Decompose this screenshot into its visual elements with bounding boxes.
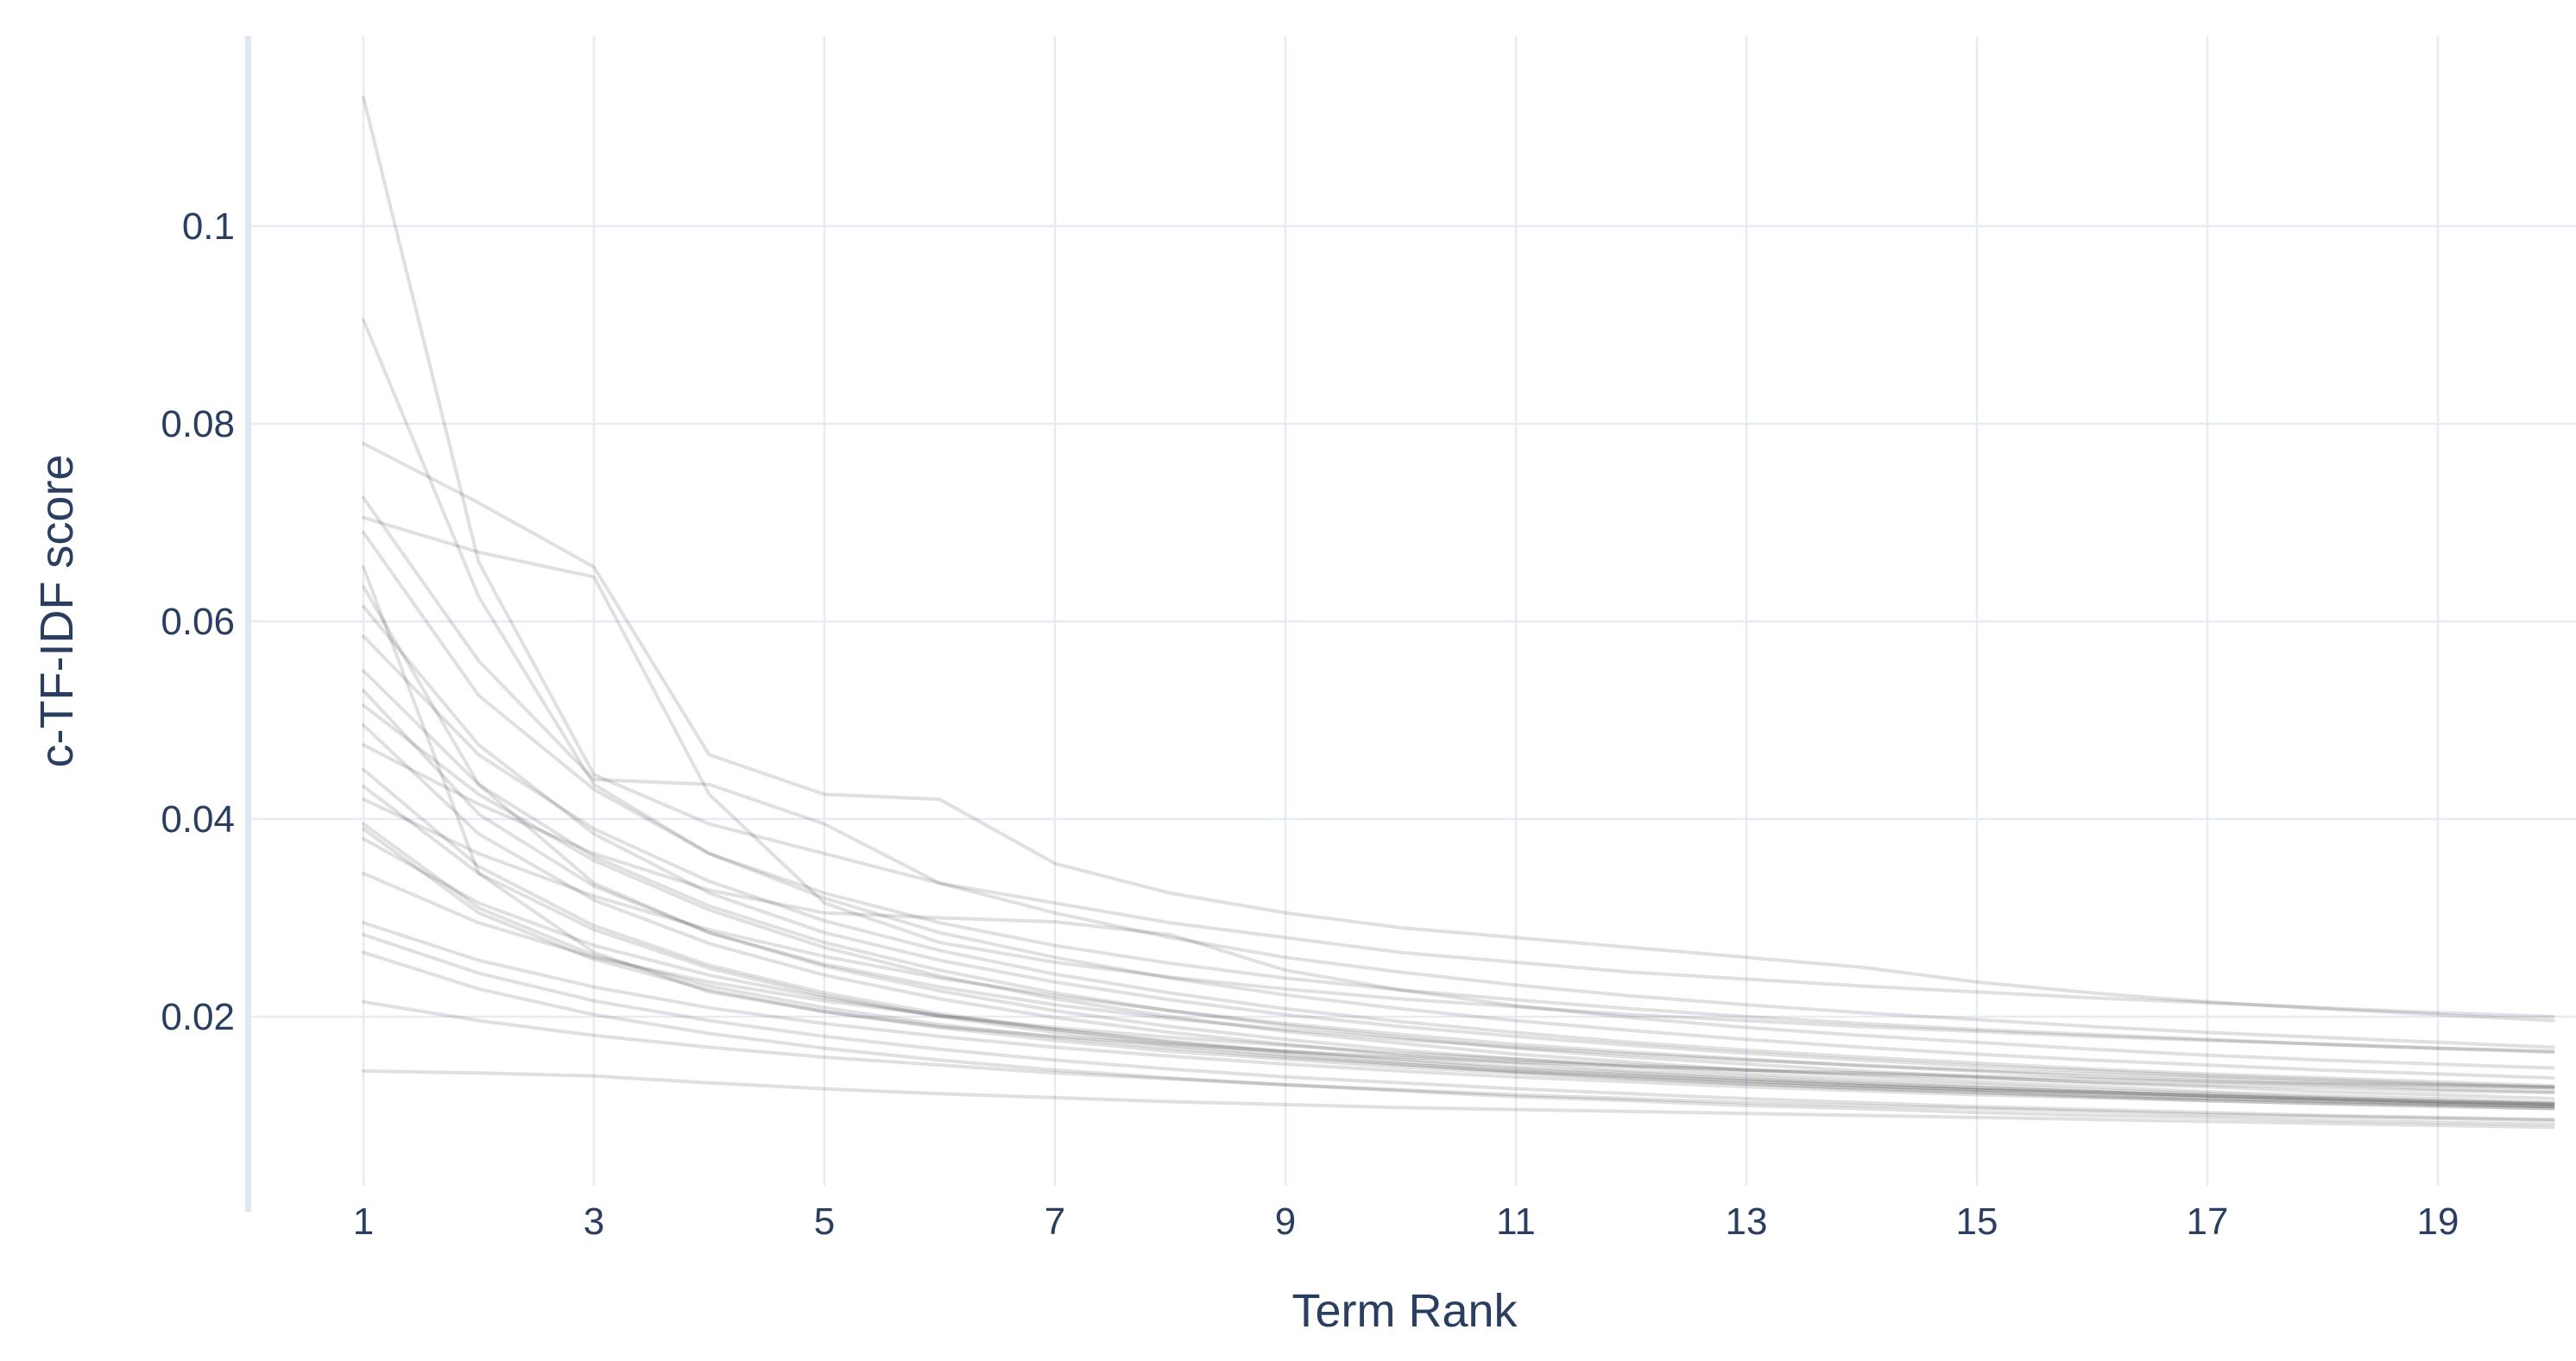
topic-term-rank-line[interactable] (362, 822, 2555, 1106)
topic-term-rank-line[interactable] (362, 318, 2555, 1055)
topic-term-rank-line[interactable] (362, 584, 2555, 1090)
x-tick-label: 19 (2417, 1200, 2459, 1243)
x-tick-label: 17 (2187, 1200, 2229, 1243)
x-tick-label: 1 (353, 1200, 374, 1243)
x-tick-label: 13 (1726, 1200, 1768, 1243)
y-tick-label: 0.1 (182, 205, 235, 248)
topic-term-rank-line[interactable] (362, 950, 2555, 1126)
topic-term-rank-line[interactable] (362, 703, 2555, 1105)
x-tick-label: 3 (584, 1200, 604, 1243)
y-tick-label: 0.06 (161, 601, 235, 643)
topic-term-rank-line[interactable] (362, 999, 2555, 1123)
topic-term-rank-line[interactable] (362, 784, 2555, 1111)
y-tick-label: 0.04 (161, 798, 235, 841)
topic-term-rank-line[interactable] (362, 723, 2555, 1108)
x-tick-label: 11 (1496, 1200, 1536, 1243)
y-tick-label: 0.02 (161, 996, 235, 1038)
topic-term-rank-line[interactable] (362, 495, 2555, 1049)
x-tick-label: 7 (1045, 1200, 1065, 1243)
topic-term-rank-line[interactable] (362, 921, 2555, 1111)
topic-term-rank-line[interactable] (362, 515, 2555, 1054)
topic-term-rank-line[interactable] (362, 689, 2555, 1106)
topic-term-rank-line[interactable] (362, 767, 2555, 1109)
x-tick-label: 5 (814, 1200, 835, 1243)
x-axis-title: Term Rank (1291, 1285, 1518, 1337)
topic-term-rank-line[interactable] (362, 743, 2555, 1070)
y-axis-title: c-TF-IDF score (31, 454, 83, 768)
topic-term-rank-line[interactable] (362, 1068, 2555, 1130)
topic-term-rank-line[interactable] (362, 96, 2555, 1018)
topic-term-rank-line[interactable] (362, 530, 2555, 1080)
x-tick-label: 9 (1275, 1200, 1296, 1243)
topic-term-rank-line[interactable] (362, 634, 2555, 1088)
topic-term-rank-line[interactable] (362, 797, 2555, 1094)
y-tick-label: 0.08 (161, 403, 235, 445)
topic-term-rank-line[interactable] (362, 827, 2555, 1109)
topic-term-rank-line[interactable] (362, 932, 2555, 1122)
topic-term-rank-line[interactable] (362, 871, 2555, 1095)
topic-term-rank-line[interactable] (362, 604, 2555, 1089)
topic-term-rank-line[interactable] (362, 669, 2555, 1101)
topic-term-rank-line[interactable] (362, 836, 2555, 1106)
x-tick-label: 15 (1956, 1200, 1998, 1243)
topic-term-rank-line[interactable] (362, 565, 2555, 1090)
topic-term-rank-line[interactable] (362, 441, 2555, 1023)
